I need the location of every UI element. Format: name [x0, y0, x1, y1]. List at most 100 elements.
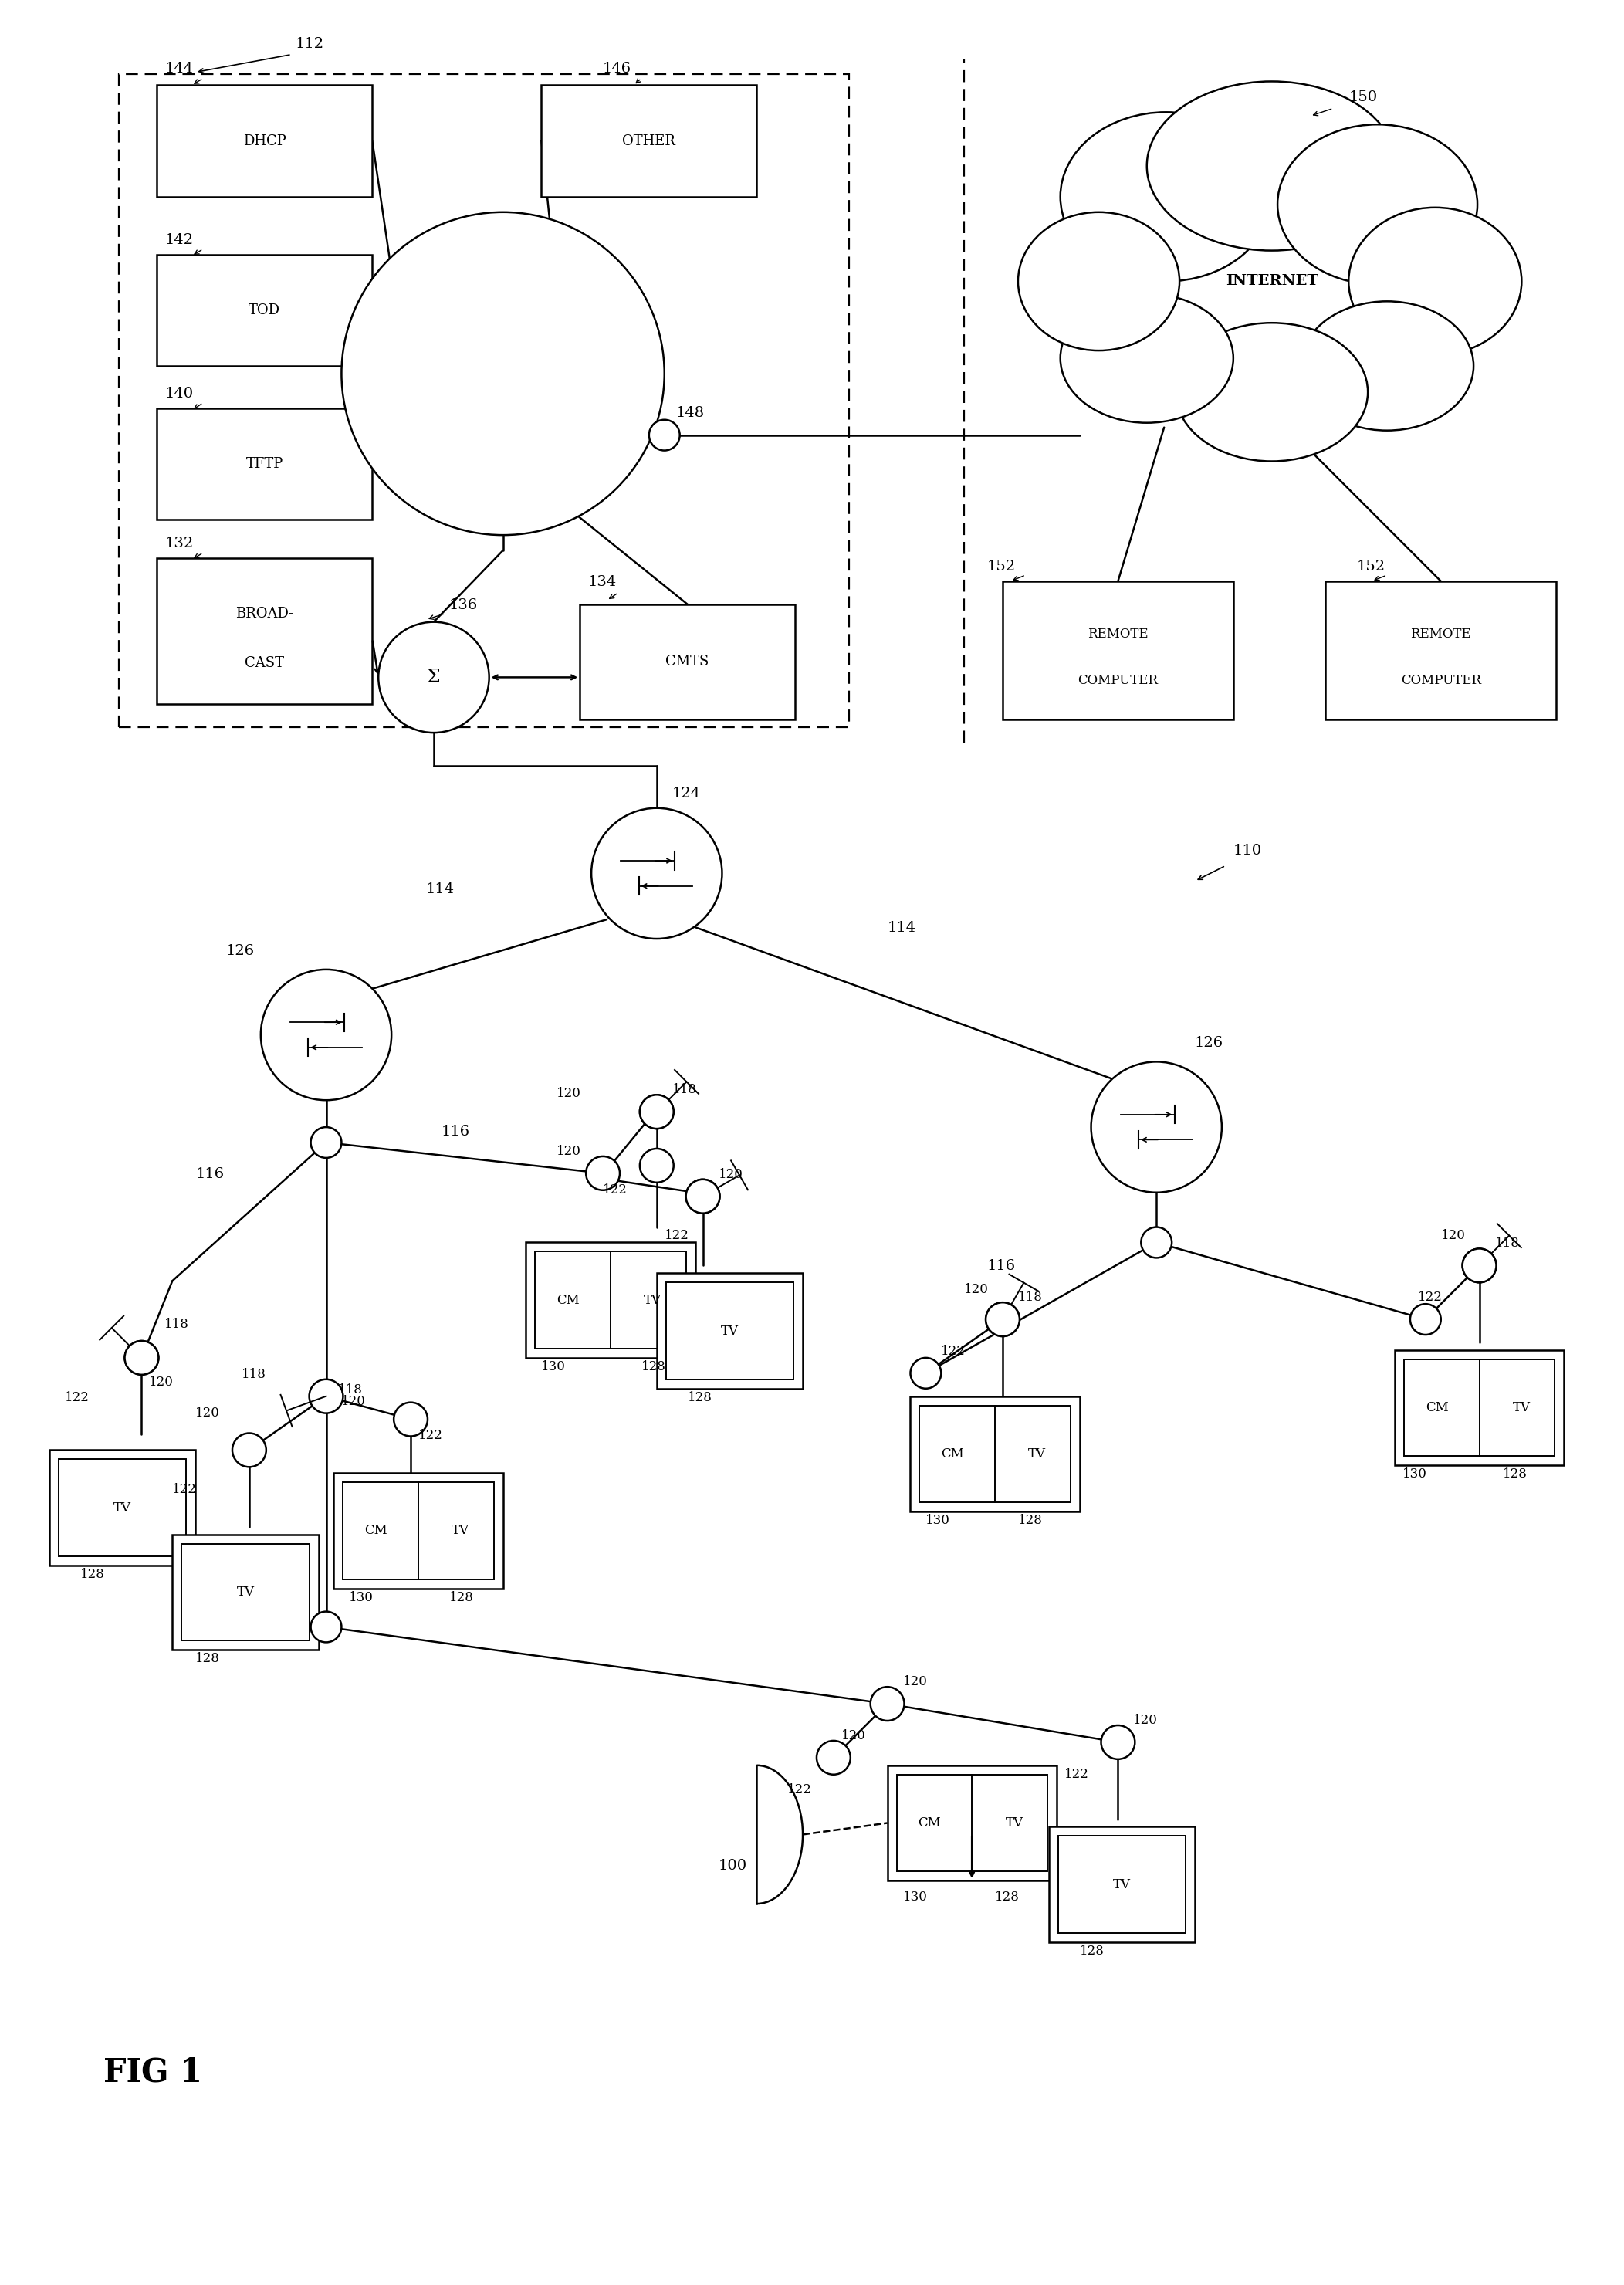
Circle shape	[640, 1095, 674, 1129]
Text: 116: 116	[195, 1168, 224, 1181]
Bar	[1405, 1360, 1554, 1456]
Text: 128: 128	[641, 1360, 666, 1373]
Text: 120: 120	[718, 1168, 742, 1181]
Bar	[58, 1460, 187, 1556]
Text: 142: 142	[164, 233, 193, 247]
Bar	[49, 1451, 195, 1565]
Text: BROAD-: BROAD-	[235, 608, 294, 622]
Text: CM: CM	[365, 1524, 388, 1538]
Bar	[580, 603, 796, 720]
Bar	[1395, 1350, 1564, 1465]
Text: 134: 134	[588, 576, 615, 590]
Text: 122: 122	[603, 1184, 627, 1197]
Text: 114: 114	[887, 921, 916, 935]
Text: 120: 120	[965, 1284, 989, 1296]
Text: 132: 132	[164, 537, 193, 551]
Text: 120: 120	[841, 1730, 866, 1741]
Text: 118: 118	[672, 1083, 697, 1097]
Circle shape	[870, 1686, 905, 1721]
Circle shape	[640, 1149, 674, 1181]
Text: DHCP: DHCP	[244, 135, 286, 149]
Text: 128: 128	[1080, 1945, 1104, 1958]
Circle shape	[1091, 1063, 1221, 1193]
Bar	[182, 1545, 309, 1641]
Text: 120: 120	[149, 1376, 174, 1389]
Circle shape	[640, 1095, 674, 1129]
Text: 130: 130	[349, 1590, 374, 1604]
Text: 122: 122	[172, 1483, 197, 1497]
Circle shape	[261, 969, 391, 1099]
Text: TV: TV	[1512, 1401, 1530, 1414]
Bar	[335, 1474, 503, 1588]
Text: COMPUTER: COMPUTER	[1078, 674, 1158, 688]
Text: 136: 136	[450, 599, 477, 612]
Circle shape	[591, 809, 723, 939]
Text: REMOTE: REMOTE	[1088, 628, 1148, 640]
Circle shape	[986, 1302, 1020, 1337]
Text: 122: 122	[942, 1344, 966, 1357]
Circle shape	[986, 1302, 1020, 1337]
Circle shape	[817, 1741, 851, 1775]
Text: 128: 128	[1502, 1467, 1527, 1481]
Circle shape	[309, 1380, 343, 1412]
Text: FIG 1: FIG 1	[104, 2056, 201, 2088]
Text: 128: 128	[195, 1652, 219, 1666]
Circle shape	[310, 1611, 341, 1643]
Text: 120: 120	[1440, 1229, 1465, 1243]
Text: 118: 118	[1494, 1236, 1520, 1250]
Text: 120: 120	[341, 1394, 365, 1408]
Bar	[666, 1282, 794, 1380]
Text: CM: CM	[1426, 1401, 1449, 1414]
Text: 118: 118	[242, 1369, 266, 1380]
Ellipse shape	[1147, 82, 1397, 251]
Circle shape	[911, 1357, 942, 1389]
Bar	[887, 1766, 1057, 1881]
Text: TOD: TOD	[248, 304, 281, 318]
Text: 146: 146	[603, 62, 632, 75]
Text: TV: TV	[1112, 1878, 1130, 1892]
Bar	[656, 1273, 802, 1389]
Text: 126: 126	[226, 944, 255, 957]
Text: 120: 120	[557, 1088, 581, 1099]
Circle shape	[1462, 1248, 1496, 1282]
Ellipse shape	[1018, 213, 1179, 350]
Text: 116: 116	[987, 1259, 1017, 1273]
Bar	[172, 1536, 318, 1650]
Text: INTERNET: INTERNET	[1226, 274, 1319, 288]
Ellipse shape	[1278, 123, 1478, 283]
Bar	[911, 1396, 1080, 1513]
Text: 120: 120	[195, 1405, 219, 1419]
Text: 118: 118	[164, 1318, 190, 1330]
Text: CAST: CAST	[245, 656, 284, 670]
Bar	[1057, 1837, 1186, 1933]
Ellipse shape	[1060, 112, 1272, 281]
Text: 116: 116	[442, 1124, 469, 1138]
Text: COMPUTER: COMPUTER	[1402, 674, 1481, 688]
Circle shape	[341, 213, 664, 535]
Text: 122: 122	[664, 1229, 689, 1243]
Text: 144: 144	[164, 62, 193, 75]
Text: 148: 148	[676, 407, 705, 420]
Bar	[896, 1775, 1047, 1871]
Circle shape	[1410, 1305, 1440, 1334]
Text: 126: 126	[1195, 1037, 1223, 1051]
Text: 120: 120	[557, 1145, 581, 1158]
Text: TFTP: TFTP	[245, 457, 283, 471]
Text: 130: 130	[903, 1890, 927, 1903]
Circle shape	[310, 1127, 341, 1158]
Text: CM: CM	[918, 1817, 942, 1830]
Text: 128: 128	[687, 1392, 711, 1403]
Text: 118: 118	[1018, 1291, 1043, 1305]
Text: 122: 122	[1064, 1769, 1088, 1780]
Text: 130: 130	[541, 1360, 567, 1373]
Ellipse shape	[1060, 295, 1233, 423]
Text: 150: 150	[1348, 91, 1377, 105]
Circle shape	[378, 622, 489, 733]
Text: CM: CM	[942, 1446, 965, 1460]
Bar	[158, 254, 372, 366]
Text: CM: CM	[557, 1293, 580, 1307]
Ellipse shape	[1060, 144, 1483, 420]
Bar	[158, 558, 372, 704]
Text: TV: TV	[237, 1586, 255, 1600]
Text: TV: TV	[114, 1501, 132, 1515]
